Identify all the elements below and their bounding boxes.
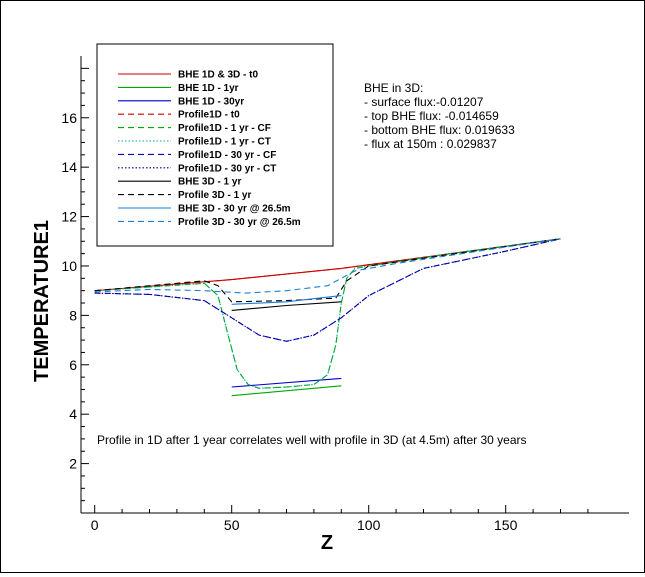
bhe3d-line-3: - bottom BHE flux: 0.019633: [364, 123, 515, 137]
bhe3d-title: BHE in 3D:: [364, 81, 423, 95]
series-line-4: [94, 238, 561, 292]
y-tick-label: 12: [61, 209, 77, 225]
legend-entry-5: Profile1D - 1 yr - CF: [178, 123, 271, 134]
legend-entry-11: BHE 3D - 30 yr @ 26.5m: [178, 204, 291, 215]
y-axis-label: TEMPERATURE1: [31, 220, 53, 382]
series-line-5: [94, 238, 561, 389]
y-tick-label: 16: [61, 110, 77, 126]
series-line-2: [231, 385, 342, 397]
legend-entry-8: Profile1D - 30 yr - CT: [178, 163, 276, 174]
x-axis-label: Z: [321, 532, 333, 554]
y-tick-label: 10: [61, 258, 77, 274]
legend-entry-12: Profile 3D - 30 yr @ 26.5m: [178, 217, 301, 228]
x-tick-label: 0: [91, 517, 99, 533]
y-tick-label: 2: [69, 456, 77, 472]
legend-entry-1: BHE 1D & 3D - t0: [178, 70, 258, 81]
legend-entry-10: Profile 3D - 1 yr: [178, 190, 251, 201]
legend-entry-7: Profile1D - 30 yr - CF: [178, 150, 276, 161]
bhe3d-line-4: - flux at 150m : 0.029837: [364, 137, 497, 151]
correlation-note: Profile in 1D after 1 year correlates we…: [97, 433, 527, 447]
legend-entry-9: BHE 3D - 1 yr: [178, 177, 241, 188]
series-line-6: [94, 238, 561, 389]
legend-entry-3: BHE 1D - 30yr: [178, 96, 244, 107]
series-group: [94, 238, 561, 397]
y-tick-label: 14: [61, 159, 77, 175]
y-tick-label: 6: [69, 357, 77, 373]
axes: 0 50 100 150 2 4 6 8 10 12 14 16: [61, 56, 629, 533]
bhe3d-line-2: - top BHE flux: -0.014659: [364, 109, 499, 123]
series-line-10: [94, 238, 561, 303]
series-line-7: [94, 238, 561, 342]
x-tick-label: 50: [224, 517, 240, 533]
legend: BHE 1D & 3D - t0 BHE 1D - 1yr BHE 1D - 30y…: [96, 43, 334, 247]
legend-entry-6: Profile1D - 1 yr - CT: [178, 137, 271, 148]
legend-entry-2: BHE 1D - 1yr: [178, 83, 239, 94]
y-tick-label: 8: [69, 307, 77, 323]
x-tick-label: 150: [494, 517, 518, 533]
annotations: BHE in 3D: - surface flux:-0.01207 - top…: [97, 81, 527, 447]
series-line-11: [231, 295, 342, 305]
series-line-3: [231, 377, 342, 388]
x-tick-label: 100: [357, 517, 381, 533]
series-line-9: [231, 301, 342, 311]
series-line-12: [94, 238, 561, 294]
series-line-1: [94, 238, 561, 292]
bhe3d-line-1: - surface flux:-0.01207: [364, 95, 484, 109]
series-line-8: [94, 238, 561, 342]
legend-box: [96, 43, 334, 247]
y-tick-label: 4: [69, 406, 77, 422]
legend-entry-4: Profile1D - t0: [178, 110, 240, 121]
